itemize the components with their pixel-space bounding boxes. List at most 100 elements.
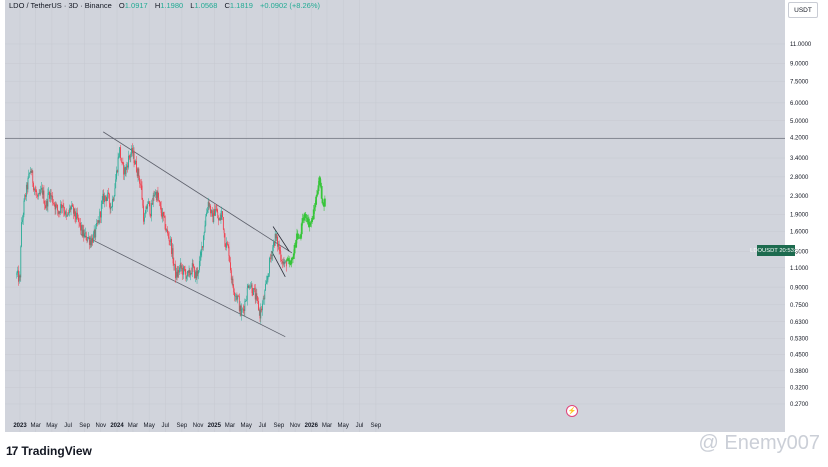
candle-body [28,173,30,179]
candle-body [206,209,208,213]
candle-body [45,205,46,209]
projection-body [285,260,288,262]
candle-body [270,255,272,259]
projection-body [312,209,315,220]
candle-body [235,295,237,297]
plot-area[interactable] [5,0,785,432]
candle-body [30,171,32,173]
candle-body [159,200,160,203]
time-tick-label: May [144,423,155,429]
candle-body [36,191,38,196]
candle-body [214,209,216,216]
candle-body [100,211,101,218]
time-tick-label: Jul [259,423,267,429]
candle-body [80,225,82,231]
candle-body [55,204,57,210]
candle-body [29,172,30,174]
candle-body [222,217,224,230]
projection-body [316,191,319,195]
candle-body [190,272,192,276]
candle-body [186,276,188,279]
price-tick-label: 0.7500 [790,303,809,309]
candle-body [60,204,62,213]
currency-button[interactable]: USDT [788,2,818,18]
candle-body [18,270,19,282]
candle-body [256,293,258,297]
candle-body [109,203,111,210]
candle-body [44,203,46,206]
candle-body [134,163,136,165]
time-tick-label: Mar [31,423,41,429]
candle-body [26,184,28,190]
candle-body [47,193,49,207]
projection-body [314,204,317,208]
candle-body [167,229,168,234]
candle-body [120,147,121,159]
candle-body [113,196,115,201]
price-tick-label: 4.2000 [790,136,809,142]
candle-body [115,179,117,189]
candle-body [268,273,270,276]
time-tick-label: Jul [356,423,364,429]
projection-candles [285,175,326,268]
candle-body [171,238,172,254]
candle-body [192,263,194,267]
candle-body [93,229,95,234]
candle-body [194,266,196,278]
time-tick-label: Nov [193,423,204,429]
candle-body [232,278,234,287]
projection-body [301,218,304,224]
candle-body [68,212,70,214]
candle-body [118,156,120,158]
candle-body [32,170,34,184]
candle-body [167,233,169,238]
candle-body [20,246,22,278]
price-tick-label: 0.5300 [790,337,809,343]
candle-body [254,289,256,300]
price-tick-label: 11.0000 [790,42,812,48]
projection-body [309,222,312,226]
lightning-icon[interactable]: ⚡ [566,405,578,417]
candle-body [74,208,76,217]
last-price-tag: LDOUSDT 20:53:41 [750,245,802,256]
candle-body [250,284,252,287]
candle-body [188,269,190,273]
candle-body [153,195,155,196]
price-axis[interactable]: 11.0000 9.0000 7.5000 6.0000 5.0000 4.2000 3.4… [790,42,812,408]
candle-body [162,211,164,218]
candle-body [57,204,58,211]
candle-body [275,233,277,239]
channel-lower-line[interactable] [81,233,286,338]
candle-body [140,183,141,185]
candle-body [246,287,248,301]
candle-body [23,200,25,215]
candle-body [149,202,151,215]
candle-body [140,184,142,186]
candle-body [120,158,122,163]
time-tick-label: Jul [162,423,170,429]
projection-body [321,198,324,204]
candlesticks [16,143,287,324]
candle-body [245,300,247,302]
candle-body [195,271,196,278]
tradingview-logo[interactable]: 17 TradingView [6,444,92,458]
candle-body [49,192,50,199]
candle-body [265,283,266,291]
time-axis[interactable]: 2023 Mar May Jul Sep Nov 2024 Mar May Jul Sep Nov 20… [13,423,382,429]
candle-body [97,220,99,224]
candle-body [237,295,239,300]
candle-body [224,233,226,247]
candle-body [37,195,38,197]
wedge-lower-line[interactable] [271,251,286,278]
candle-body [189,269,191,276]
candle-body [127,165,129,168]
candle-body [269,257,271,259]
ohlc-legend: LDO / TetherUS · 3D · Binance O1.0917 H1… [9,1,320,10]
wedge-upper-line[interactable] [272,226,290,252]
price-tick-label: 2.3000 [790,194,809,200]
channel-lines [81,131,293,338]
projection-body [293,244,296,254]
candle-body [205,216,207,226]
channel-upper-line[interactable] [102,131,293,254]
